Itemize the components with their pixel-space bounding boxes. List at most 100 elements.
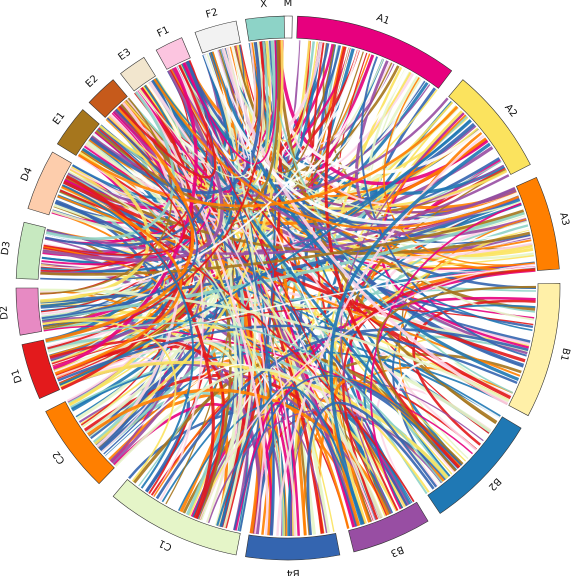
segment-label-m: M xyxy=(284,0,293,9)
chord-ribbon xyxy=(107,40,271,197)
chord-ribbon xyxy=(39,288,510,403)
chord-ribbon xyxy=(114,368,384,518)
chord-ribbon xyxy=(57,324,518,385)
chord-ribbon xyxy=(42,316,430,493)
segment-x xyxy=(245,15,285,42)
chord-ribbon xyxy=(231,45,407,174)
chord-ribbon xyxy=(40,97,173,295)
segment-f2 xyxy=(194,20,241,54)
chord-ribbon xyxy=(187,60,275,536)
segment-e2 xyxy=(88,79,128,118)
chord-ribbon xyxy=(70,47,240,207)
segment-a3 xyxy=(515,176,560,271)
chord-ribbon xyxy=(43,127,185,256)
segment-b1 xyxy=(508,282,561,417)
segment-label-b1: B1 xyxy=(558,347,572,362)
chord-ribbon xyxy=(306,401,435,536)
chord-ribbon xyxy=(59,119,471,386)
segment-label-x: X xyxy=(260,0,268,10)
chord-ribbon xyxy=(40,54,236,273)
segment-d2 xyxy=(15,287,43,336)
chord-ribbon xyxy=(49,338,226,519)
segment-label-a2: A2 xyxy=(502,102,519,119)
chord-ribbon xyxy=(138,41,264,178)
chord-ribbon xyxy=(169,69,388,516)
segment-label-a1: A1 xyxy=(375,12,391,27)
segment-a2 xyxy=(448,79,531,175)
chord-ribbon xyxy=(70,350,508,410)
segment-label-d3: D3 xyxy=(0,241,13,256)
segment-d4 xyxy=(27,151,72,216)
chord-ribbon xyxy=(40,196,520,304)
chord-ribbon xyxy=(94,40,284,445)
chord-ribbon xyxy=(42,320,177,482)
segment-label-e1: E1 xyxy=(51,110,67,127)
chord-ribbon xyxy=(41,211,525,320)
chord-ribbon xyxy=(135,62,233,193)
chord-ribbon xyxy=(182,40,278,165)
segment-layer xyxy=(15,15,561,561)
segment-label-c2: C2 xyxy=(51,449,68,466)
segment-label-b2: B2 xyxy=(486,475,503,492)
segment-label-b3: B3 xyxy=(389,543,405,558)
segment-label-e2: E2 xyxy=(84,73,101,90)
chord-ribbon xyxy=(360,56,527,357)
chord-ribbon xyxy=(203,54,274,536)
segment-b4 xyxy=(245,533,341,561)
chord-ribbon xyxy=(112,87,203,188)
chord-ribbon xyxy=(45,233,501,417)
chord-ribbon xyxy=(63,180,526,363)
segment-d1 xyxy=(21,339,61,400)
chord-ribbon xyxy=(276,134,485,536)
segment-b2 xyxy=(427,416,522,514)
segment-a1 xyxy=(296,15,453,89)
chord-ribbon xyxy=(45,106,195,343)
segment-d3 xyxy=(15,221,46,280)
chord-ribbon xyxy=(135,90,269,536)
chord-ribbon xyxy=(216,386,365,526)
chord-ribbon xyxy=(126,98,296,536)
chord-ribbon xyxy=(203,53,519,225)
segment-label-d4: D4 xyxy=(19,166,35,183)
chord-ribbon xyxy=(149,81,375,521)
chord-ribbon xyxy=(68,171,242,523)
chord-ribbon xyxy=(41,117,199,320)
chord-ribbon xyxy=(44,61,215,247)
segment-c1 xyxy=(112,479,241,556)
chord-ribbon xyxy=(54,185,183,375)
segment-label-b4: B4 xyxy=(286,567,299,576)
chord-ribbon xyxy=(155,77,533,332)
segment-label-e3: E3 xyxy=(116,47,133,63)
chord-ribbon xyxy=(45,91,175,241)
chord-ribbon xyxy=(170,51,238,162)
chord-ribbon xyxy=(40,49,360,298)
segment-f1 xyxy=(155,37,191,70)
ribbon-layer xyxy=(39,40,537,537)
segment-label-c1: C1 xyxy=(157,537,174,553)
chord-ribbon xyxy=(412,299,536,446)
segment-label-d1: D1 xyxy=(10,368,25,385)
chord-ribbon xyxy=(222,48,535,321)
segment-m xyxy=(283,15,293,39)
chord-ribbon xyxy=(89,41,262,195)
segment-e1 xyxy=(56,109,100,156)
chord-ribbon xyxy=(199,263,535,521)
chord-ribbon xyxy=(61,184,195,489)
chord-ribbon xyxy=(177,46,252,179)
chord-ribbon xyxy=(42,69,224,262)
chord-ribbon xyxy=(84,143,533,259)
chord-ribbon xyxy=(370,202,522,510)
chord-ribbon xyxy=(153,78,520,230)
chord-ribbon xyxy=(355,60,527,238)
chord-ribbon xyxy=(327,105,457,528)
segment-e3 xyxy=(120,56,156,92)
chord-ribbon xyxy=(40,151,150,303)
chord-ribbon xyxy=(376,285,537,472)
chord-ribbon xyxy=(329,142,491,526)
segment-label-f2: F2 xyxy=(205,7,220,21)
chord-ribbon xyxy=(46,195,520,255)
chord-ribbon xyxy=(118,64,217,179)
segment-c2 xyxy=(45,401,115,485)
